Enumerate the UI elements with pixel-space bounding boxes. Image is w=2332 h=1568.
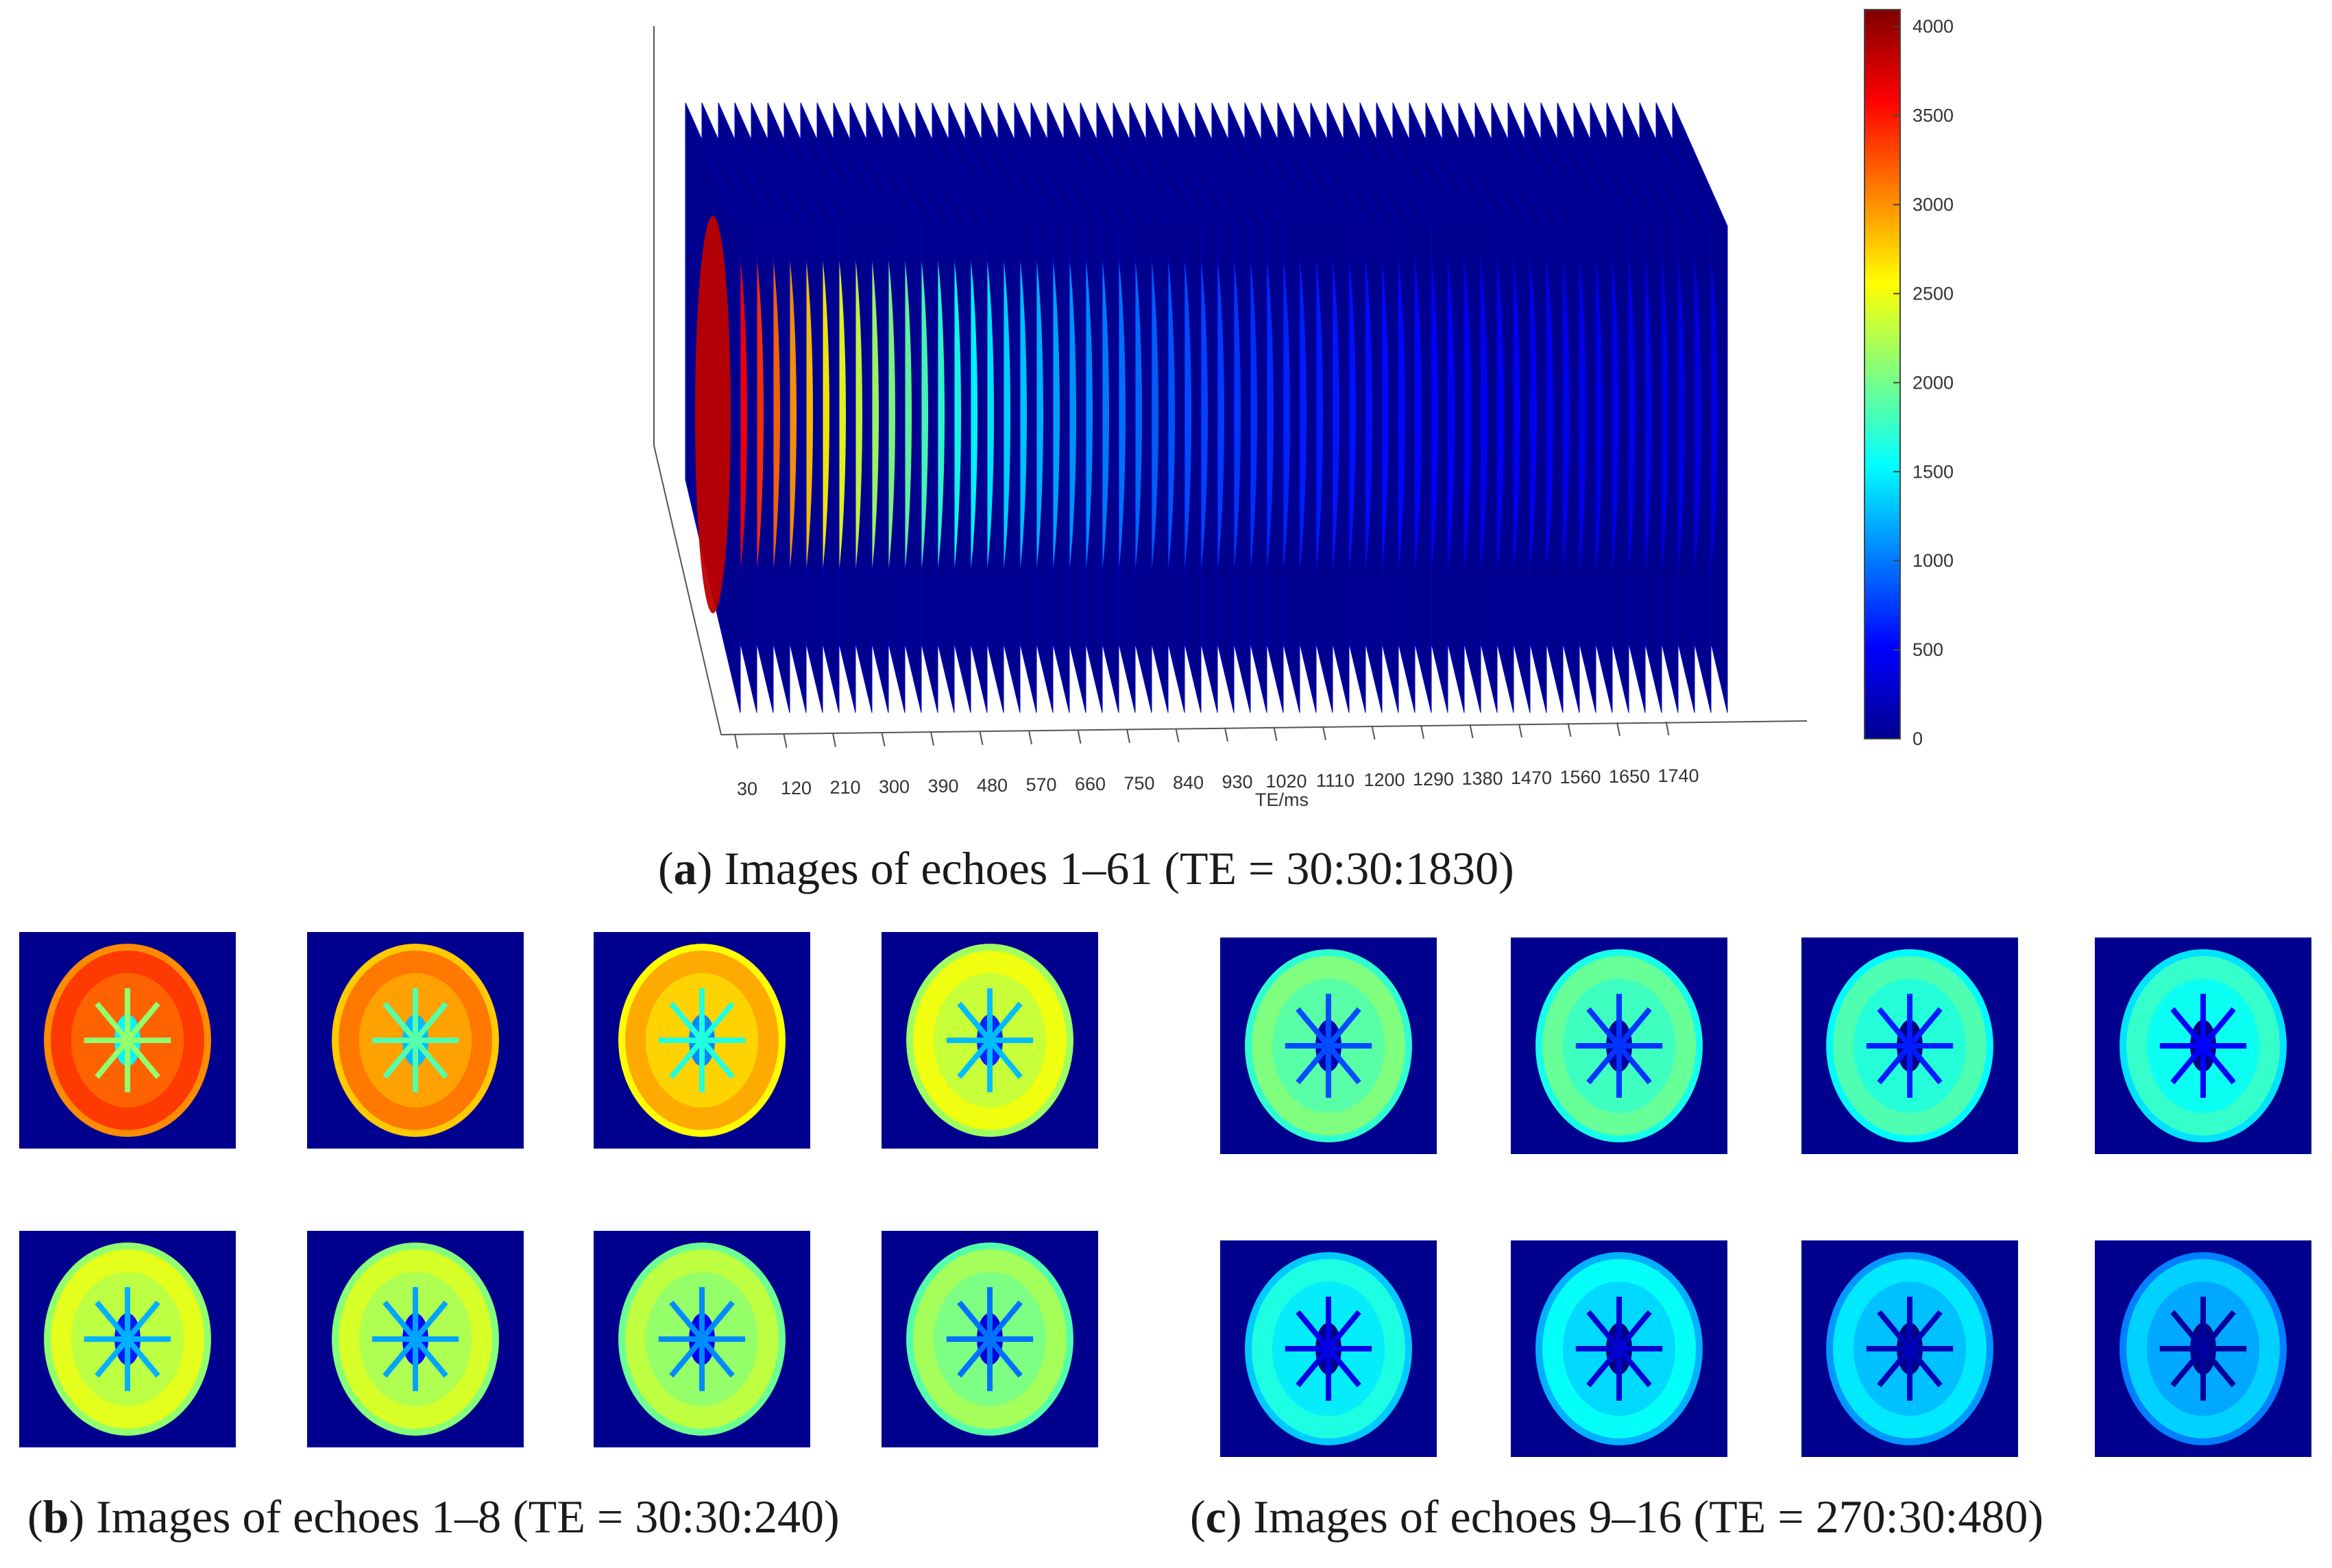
x-tick-mark [1371, 725, 1376, 740]
caption-c: (c) Images of echoes 9–16 (TE = 270:30:4… [1190, 1491, 2044, 1543]
echo-image [1511, 938, 1727, 1154]
x-tick-label: 300 [879, 776, 910, 797]
x-tick-mark [1322, 726, 1326, 741]
x-tick-label: 660 [1075, 774, 1106, 794]
x-axis-line [720, 720, 1808, 735]
x-tick-mark [832, 733, 836, 748]
colorbar-tick-label: 2500 [1912, 283, 1954, 304]
x-tick-label: 840 [1173, 772, 1204, 793]
x-tick-label: 480 [977, 775, 1008, 796]
echo-image [882, 1231, 1098, 1447]
echo-image [882, 932, 1098, 1149]
echo-image [307, 1231, 524, 1447]
colorbar [1864, 9, 1901, 739]
y-axis-line [653, 445, 722, 735]
x-tick-label: 30 [737, 779, 757, 799]
echo-image [594, 1231, 810, 1447]
x-tick-mark [1175, 728, 1180, 743]
echo-image [307, 932, 524, 1149]
colorbar-tick-label: 0 [1912, 728, 1923, 749]
colorbar-tick-label: 1000 [1912, 550, 1954, 571]
x-tick-mark [1224, 727, 1228, 742]
x-tick-mark [1028, 730, 1032, 745]
x-tick-label: 1290 [1413, 769, 1454, 789]
colorbar-ticks: 4000 3500 3000 2500 2000 1500 1000 500 0 [1893, 16, 1954, 749]
x-tick-mark [1077, 729, 1082, 744]
echo-image [594, 932, 810, 1149]
colorbar-tick-label: 3500 [1912, 106, 1954, 126]
x-tick-mark [1126, 728, 1130, 744]
x-tick-label: 1650 [1609, 766, 1650, 787]
x-tick-labels: 30 120 210 300 390 480 570 660 750 840 930 1020 1110… [734, 721, 1699, 799]
caption-a: (a) Images of echoes 1–61 (TE = 30:30:18… [658, 842, 1514, 894]
echo-image [1220, 938, 1437, 1154]
x-tick-mark [979, 731, 984, 746]
x-tick-label: 1110 [1316, 770, 1355, 791]
echo-slice [685, 102, 741, 713]
caption-b: (b) Images of echoes 1–8 (TE = 30:30:240… [27, 1491, 840, 1543]
echo-image [19, 1231, 236, 1447]
x-tick-label: 1740 [1657, 765, 1699, 786]
echo-stack-plot: 30 120 210 300 390 480 570 660 750 840 930 1020 1110… [653, 9, 1954, 810]
x-tick-mark [1469, 724, 1474, 739]
echo-image [2095, 938, 2311, 1154]
x-tick-mark [1273, 726, 1278, 742]
x-tick-label: 1470 [1511, 768, 1552, 788]
colorbar-tick-label: 500 [1912, 639, 1943, 660]
echo-image [2095, 1240, 2311, 1457]
echo-image [1801, 938, 2018, 1154]
x-axis-label: TE/ms [1255, 789, 1309, 810]
x-tick-label: 1560 [1559, 767, 1601, 787]
x-tick-label: 570 [1025, 774, 1056, 795]
x-tick-label: 120 [781, 778, 812, 798]
colorbar-tick-label: 3000 [1912, 195, 1954, 215]
colorbar-tick-label: 2000 [1912, 372, 1954, 393]
x-tick-mark [881, 732, 886, 747]
echo-slices [685, 102, 1728, 713]
x-tick-label: 210 [829, 777, 860, 798]
x-tick-mark [783, 733, 788, 748]
echo-image [1511, 1240, 1727, 1457]
x-tick-mark [1665, 721, 1670, 736]
echo-image [19, 932, 236, 1149]
x-tick-mark [1518, 723, 1522, 738]
x-tick-label: 1020 [1265, 771, 1307, 792]
colorbar-tick-label: 4000 [1912, 16, 1954, 37]
x-tick-label: 1380 [1461, 768, 1503, 789]
x-tick-label: 1200 [1363, 770, 1405, 790]
x-tick-mark [1567, 722, 1572, 737]
x-tick-mark [1616, 722, 1620, 737]
x-tick-mark [1420, 724, 1424, 739]
colorbar-tick-label: 1500 [1912, 461, 1954, 482]
x-tick-mark [734, 734, 738, 749]
x-tick-label: 750 [1124, 773, 1154, 794]
x-tick-label: 390 [927, 776, 958, 796]
x-tick-mark [930, 731, 934, 746]
x-tick-label: 930 [1222, 772, 1252, 792]
echo-image [1801, 1240, 2018, 1457]
echo-image [1220, 1240, 1437, 1457]
